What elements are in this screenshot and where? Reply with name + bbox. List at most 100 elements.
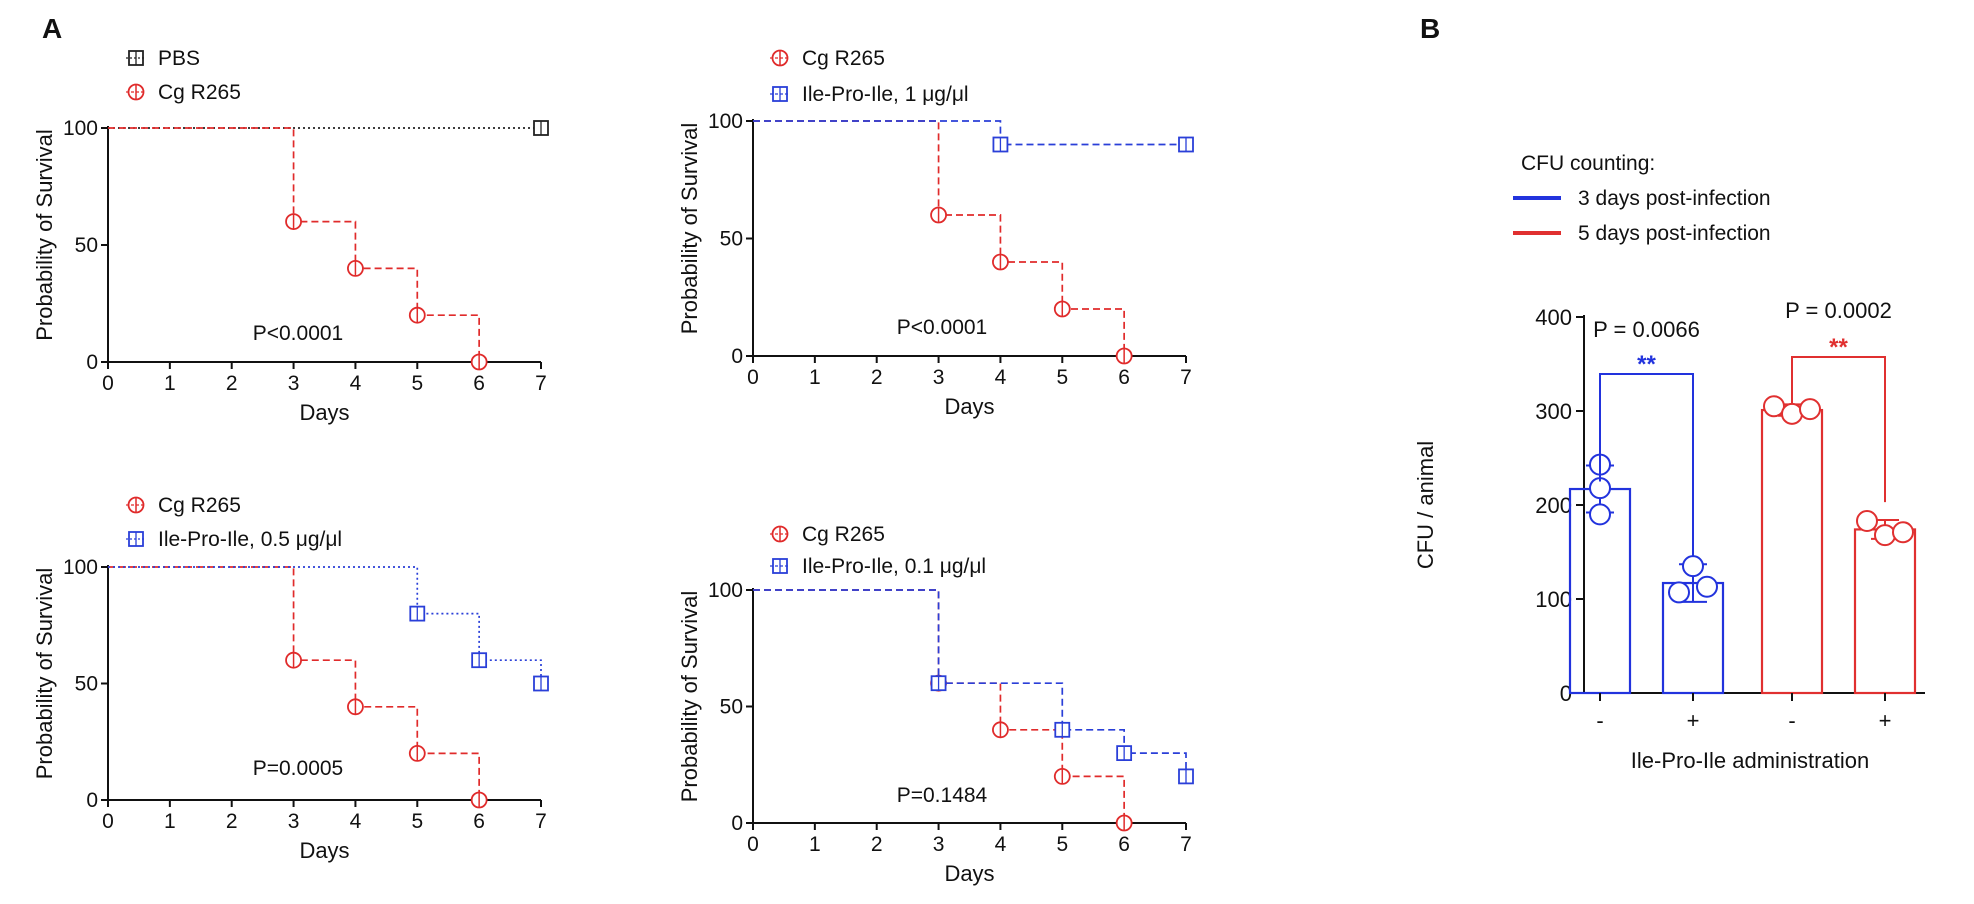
x-tick-label: 4 <box>995 366 1007 389</box>
survival-curve-1 <box>753 589 1187 777</box>
y-tick-label: 100 <box>63 556 98 579</box>
legend-label: Cg R265 <box>802 523 885 546</box>
x-tick-label: 2 <box>871 366 883 389</box>
censor-marker <box>408 745 426 762</box>
x-tick-label: 2 <box>226 810 238 833</box>
x-tick-label: 6 <box>473 810 485 833</box>
censor-marker <box>1115 814 1133 832</box>
p-value-annotation: P<0.0001 <box>253 322 344 345</box>
y-tick-label: 100 <box>63 117 98 140</box>
legend-label: Ile-Pro-Ile, 0.1 μg/μl <box>802 555 986 578</box>
legend-label: 5 days post-infection <box>1578 222 1771 245</box>
y-tick-label: 0 <box>731 812 743 835</box>
data-point <box>1874 524 1896 547</box>
x-tick-label: 4 <box>350 810 362 833</box>
y-axis-label: CFU / animal <box>1413 441 1438 569</box>
y-axis-label: Probability of Survival <box>677 123 702 335</box>
legend-entry: 3 days post-infection <box>1513 187 1771 210</box>
significance-bracket <box>1599 373 1694 557</box>
x-tick-label: 7 <box>1180 833 1192 856</box>
x-tick-label: 5 <box>1056 366 1068 389</box>
survival-chart-0-5ug: 0 1 2 3 4 5 6 7 0 50 100 Days Probability of Surviva… <box>32 494 549 863</box>
y-tick-label: 200 <box>1535 493 1572 518</box>
x-tick-label: + <box>1879 708 1892 733</box>
legend-label: PBS <box>158 47 200 70</box>
x-tick-label: 6 <box>1118 366 1130 389</box>
x-tick-label: + <box>1687 708 1700 733</box>
legend-label: 3 days post-infection <box>1578 187 1771 210</box>
censor-marker <box>471 652 488 669</box>
bar <box>1760 408 1824 695</box>
x-tick-label: - <box>1596 708 1603 733</box>
x-axis-label: Days <box>299 400 349 425</box>
p-value-label: P = 0.0002 <box>1785 298 1892 323</box>
y-axis-label: Probability of Survival <box>32 129 57 341</box>
y-tick-label: 100 <box>708 579 743 602</box>
y-tick-label: 100 <box>1535 587 1572 612</box>
p-value-annotation: P=0.1484 <box>897 784 988 807</box>
data-point <box>1682 555 1704 578</box>
data-point <box>1892 521 1914 544</box>
censor-marker <box>470 353 488 371</box>
censor-marker <box>1053 768 1071 785</box>
y-axis-label: Probability of Survival <box>32 568 57 780</box>
data-point <box>1856 509 1878 532</box>
x-tick-label: 1 <box>809 833 821 856</box>
x-tick-label: 6 <box>1118 833 1130 856</box>
legend-label: Cg R265 <box>158 494 241 517</box>
x-tick-label: 0 <box>102 372 114 395</box>
censor-marker <box>285 213 302 231</box>
survival-chart-1ug: 0 1 2 3 4 5 6 7 0 50 100 Days Probability of Surviva… <box>677 47 1194 419</box>
x-tick-label: - <box>1788 708 1795 733</box>
significance-stars: ** <box>1637 351 1656 378</box>
legend-entry: Ile-Pro-Ile, 0.1 μg/μl <box>770 555 986 578</box>
legend-entry: PBS <box>126 47 200 70</box>
survival-chart-pbs-vs-cg: 0 1 2 3 4 5 6 7 0 50 100 Days Probability of Surviva… <box>32 47 549 425</box>
panel-label-a: A <box>42 13 62 44</box>
legend-entry: 5 days post-infection <box>1513 222 1771 245</box>
x-tick-label: 7 <box>535 810 547 833</box>
y-tick-label: 400 <box>1535 305 1572 330</box>
x-tick-label: 5 <box>411 372 423 395</box>
x-tick-label: 0 <box>747 833 759 856</box>
x-tick-label: 3 <box>288 810 300 833</box>
data-point <box>1589 503 1611 526</box>
censor-marker <box>930 206 947 224</box>
censor-marker <box>533 675 549 692</box>
censor-marker <box>409 605 426 622</box>
legend-entry: Ile-Pro-Ile, 0.5 μg/μl <box>126 528 342 551</box>
censor-marker <box>1053 300 1071 318</box>
significance-stars: ** <box>1829 334 1848 361</box>
legend-entry: Cg R265 <box>126 494 241 517</box>
legend-entry: Cg R265 <box>770 47 885 70</box>
legend-entry: Cg R265 <box>126 81 241 104</box>
censor-marker <box>408 306 426 324</box>
x-tick-label: 5 <box>1056 833 1068 856</box>
x-tick-label: 6 <box>473 372 485 395</box>
censor-marker <box>347 259 364 277</box>
censor-marker <box>992 721 1009 739</box>
y-axis-label: Probability of Survival <box>677 591 702 803</box>
censor-marker <box>347 698 364 716</box>
x-tick-label: 0 <box>747 366 759 389</box>
x-tick-label: 5 <box>411 810 423 833</box>
p-value-annotation: P=0.0005 <box>253 757 344 780</box>
y-tick-label: 100 <box>708 110 743 133</box>
y-tick-label: 0 <box>86 351 98 374</box>
x-tick-label: 2 <box>871 833 883 856</box>
x-tick-label: 0 <box>102 810 114 833</box>
data-point <box>1668 581 1690 604</box>
survival-curve-1 <box>753 120 1186 146</box>
censor-marker <box>1054 721 1071 738</box>
x-axis-label: Ile-Pro-Ile administration <box>1631 748 1869 773</box>
censor-marker <box>992 136 1009 153</box>
x-tick-label: 7 <box>535 372 547 395</box>
legend-label: Ile-Pro-Ile, 0.5 μg/μl <box>158 528 342 551</box>
x-tick-label: 1 <box>164 810 176 833</box>
survival-chart-0-1ug: 0 1 2 3 4 5 6 7 0 50 100 Days Probability of Surviva… <box>677 523 1194 886</box>
x-tick-label: 1 <box>809 366 821 389</box>
y-tick-label: 50 <box>75 673 98 696</box>
y-tick-label: 50 <box>75 234 98 257</box>
x-tick-label: 3 <box>288 372 300 395</box>
censor-marker <box>992 253 1009 271</box>
